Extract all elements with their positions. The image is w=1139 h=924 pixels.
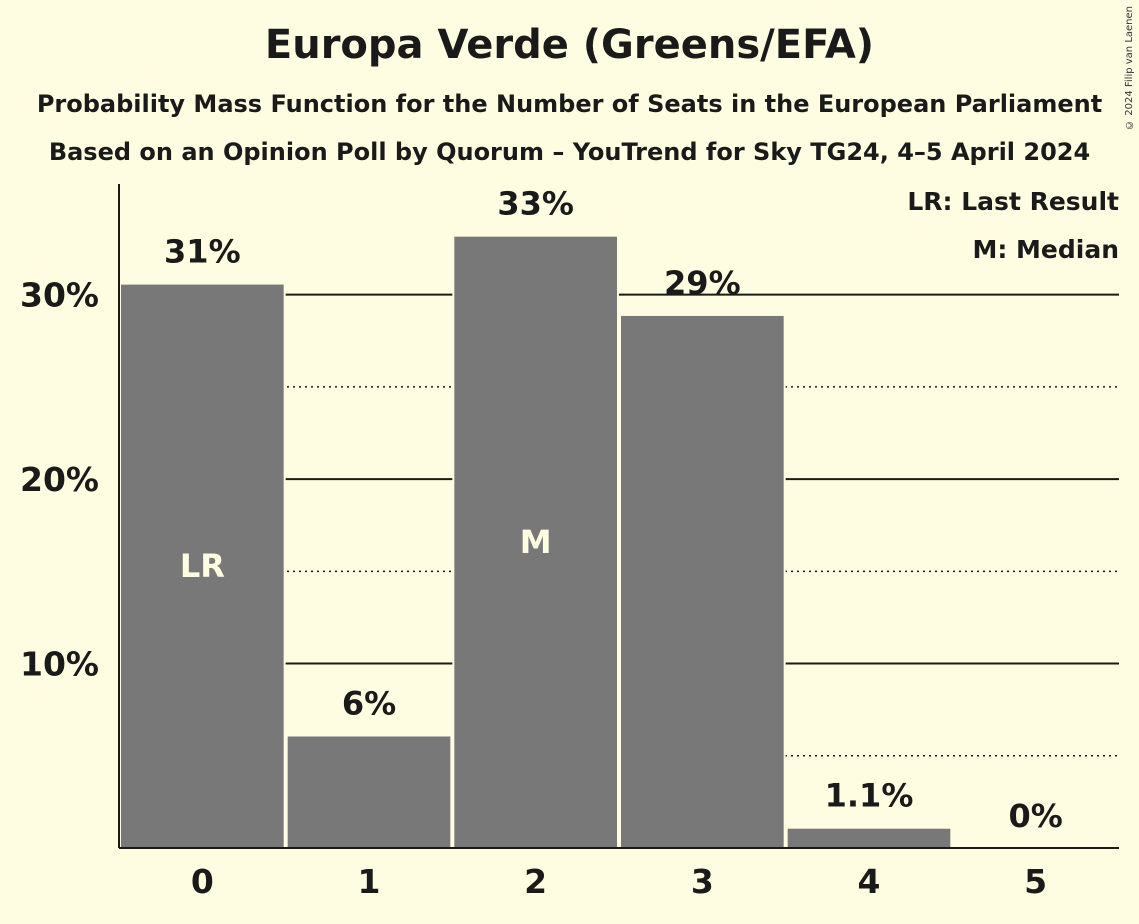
x-tick-label: 5 bbox=[1024, 862, 1047, 901]
bar bbox=[785, 826, 953, 850]
chart-subtitle-source: Based on an Opinion Poll by Quorum – You… bbox=[48, 138, 1091, 166]
bar bbox=[452, 234, 620, 849]
bar-value-label: 1.1% bbox=[825, 777, 914, 815]
bar-value-label: 0% bbox=[1009, 797, 1063, 835]
bar bbox=[119, 282, 286, 850]
legend-entry: M: Median bbox=[972, 235, 1119, 264]
bar-value-label: 31% bbox=[164, 233, 241, 271]
legend-entry: LR: Last Result bbox=[907, 187, 1119, 216]
x-tick-label: 0 bbox=[191, 862, 214, 901]
y-tick-label: 10% bbox=[20, 645, 99, 684]
x-tick-label: 3 bbox=[691, 862, 714, 901]
y-tick-label: 30% bbox=[20, 276, 99, 315]
bar-marker-label: M bbox=[520, 523, 552, 561]
x-tick-label: 4 bbox=[858, 862, 881, 901]
x-tick-label: 1 bbox=[358, 862, 381, 901]
x-tick-label: 2 bbox=[524, 862, 547, 901]
chart-title: Europa Verde (Greens/EFA) bbox=[264, 22, 875, 68]
bar bbox=[285, 734, 453, 849]
bar-value-label: 33% bbox=[497, 185, 574, 223]
bar bbox=[619, 313, 786, 849]
y-tick-label: 20% bbox=[20, 460, 99, 499]
bar-marker-label: LR bbox=[180, 547, 225, 585]
chart-subtitle: Probability Mass Function for the Number… bbox=[36, 90, 1103, 118]
bar-value-label: 6% bbox=[342, 684, 396, 722]
bar-value-label: 29% bbox=[664, 264, 741, 302]
